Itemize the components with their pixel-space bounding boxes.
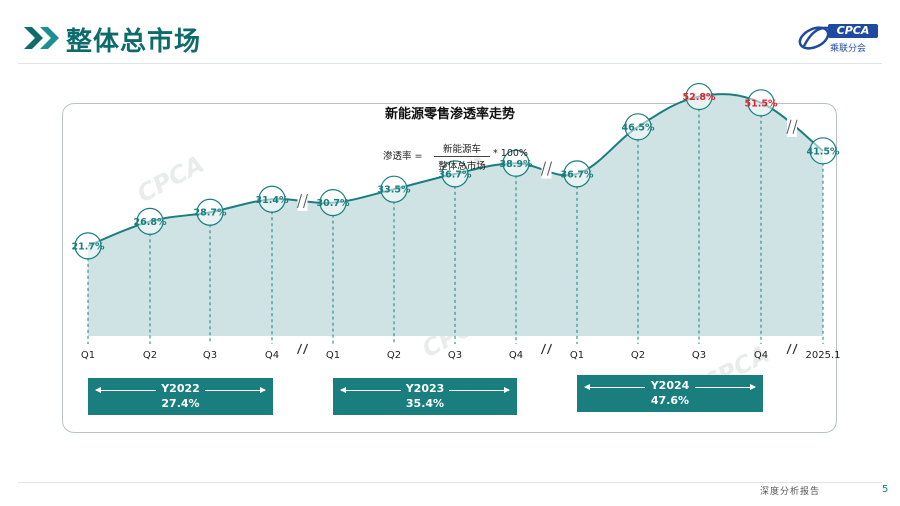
chart-frame (62, 103, 837, 433)
page-title: 整体总市场 (66, 27, 202, 57)
data-label: 21.7% (72, 241, 105, 252)
year-box-2023: Y2023 35.4% (333, 378, 517, 415)
x-tick-label: Q2 (631, 350, 645, 361)
arrow-left-icon (95, 387, 156, 393)
data-point (747, 89, 775, 117)
cpca-logo (798, 20, 880, 54)
axis-break-mark (540, 343, 553, 355)
data-label: 33.5% (378, 185, 411, 196)
x-tick-label: Q1 (81, 350, 95, 361)
data-point (441, 160, 469, 188)
data-label: 51.5% (745, 98, 778, 109)
area-fill (88, 94, 823, 337)
x-tick-label: Q2 (143, 350, 157, 361)
data-label: 28.7% (194, 208, 227, 219)
arrow-left-icon (584, 384, 645, 390)
x-tick-label: Q3 (448, 350, 462, 361)
year-value: 27.4% (161, 397, 200, 410)
axis-break-mark (296, 343, 309, 355)
x-tick-label: 2025.1 (806, 350, 841, 361)
data-label: 46.5% (622, 122, 655, 133)
data-point (685, 82, 713, 111)
data-point (258, 185, 286, 213)
x-tick-label: Q2 (387, 350, 401, 361)
header-divider (18, 63, 882, 64)
arrow-right-icon (695, 384, 756, 390)
formula-fraction: 新能源车 整体总市场 (434, 141, 490, 172)
curve-break-mark (541, 161, 552, 176)
curve-break (297, 190, 308, 211)
x-tick-label: Q1 (326, 350, 340, 361)
x-tick-label: Q3 (203, 350, 217, 361)
year-value: 47.6% (650, 394, 690, 407)
data-label: 26.8% (134, 217, 167, 228)
footer-divider (18, 482, 882, 483)
data-point (136, 207, 164, 235)
year-label: Y2024 (650, 379, 690, 392)
year-label: Y2023 (405, 382, 445, 395)
year-label: Y2022 (161, 382, 200, 395)
page-number: 5 (882, 484, 889, 495)
curve-break (541, 158, 552, 179)
curve-break-mark (786, 119, 798, 134)
data-point (74, 232, 102, 260)
data-label: 52.8% (683, 92, 716, 103)
x-tick-label: Q1 (570, 350, 584, 361)
formula-numerator: 新能源车 (434, 141, 490, 157)
chart-title: 新能源零售渗透率走势 (376, 107, 523, 122)
data-label: 36.7% (439, 169, 472, 180)
formula-denominator: 整体总市场 (438, 161, 486, 172)
formula-left: 渗透率 = (383, 151, 423, 162)
data-point (624, 113, 652, 141)
data-point (196, 198, 224, 226)
x-tick-label: Q4 (754, 350, 768, 361)
formula-right: * 100% (493, 148, 528, 159)
axis-break-mark (786, 343, 798, 355)
x-tick-label: Q4 (265, 350, 279, 361)
year-value: 35.4% (405, 397, 445, 410)
curve-break-mark (297, 193, 308, 209)
data-point (502, 149, 530, 177)
data-point (380, 175, 408, 203)
arrow-right-icon (449, 387, 510, 393)
data-point (319, 189, 347, 217)
year-box-2024: Y2024 47.6% (577, 375, 763, 412)
data-label: 30.7% (317, 198, 350, 209)
data-label: 36.7% (561, 169, 594, 180)
footer-label: 深度分析报告 (760, 487, 821, 497)
data-point (809, 137, 837, 165)
arrow-right-icon (205, 387, 266, 393)
year-box-2022: Y2022 27.4% (88, 378, 273, 415)
data-label: 38.9% (500, 159, 533, 170)
x-tick-label: Q3 (692, 350, 706, 361)
curve-break (787, 116, 797, 137)
data-label: 31.4% (256, 195, 289, 206)
logo-subtext: 乘联分会 (830, 44, 867, 54)
arrow-left-icon (340, 387, 401, 393)
data-label: 41.5% (807, 146, 840, 157)
x-tick-label: Q4 (509, 350, 523, 361)
data-point (563, 160, 591, 188)
logo-text: CPCA (828, 24, 878, 38)
